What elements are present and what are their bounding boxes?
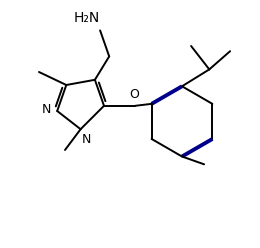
Text: N: N: [82, 133, 91, 146]
Text: O: O: [129, 88, 139, 101]
Text: N: N: [42, 103, 51, 116]
Text: H₂N: H₂N: [74, 11, 100, 25]
